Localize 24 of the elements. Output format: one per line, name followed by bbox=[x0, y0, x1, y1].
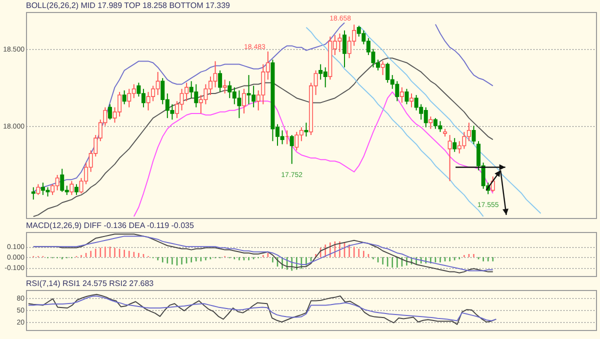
candlestick bbox=[304, 122, 308, 138]
candlestick bbox=[222, 79, 227, 94]
candlestick bbox=[400, 86, 404, 104]
candlestick bbox=[404, 88, 409, 105]
candlestick bbox=[70, 180, 74, 196]
candlestick bbox=[31, 186, 36, 200]
candlestick bbox=[36, 184, 40, 196]
candlestick bbox=[290, 134, 294, 164]
candlestick bbox=[342, 30, 347, 68]
candlestick bbox=[472, 125, 476, 145]
candlestick bbox=[74, 184, 78, 196]
chart-title: MACD(12,26,9) DIFF -0.136 DEA -0.119 -0.035 bbox=[26, 221, 194, 230]
candlestick bbox=[448, 134, 452, 182]
chart-title: BOLL(26,26,2) MID 17.989 TOP 18.258 BOTTOM 17.339 bbox=[26, 1, 231, 10]
candlestick bbox=[428, 116, 433, 130]
candlestick bbox=[242, 88, 246, 114]
candlestick bbox=[452, 138, 457, 152]
candlestick bbox=[410, 92, 414, 108]
chart-title: RSI(7,14) RSI1 24.575 RSI2 27.683 bbox=[26, 279, 154, 288]
candlestick bbox=[218, 70, 222, 92]
candlestick bbox=[122, 90, 126, 105]
line-series bbox=[358, 25, 542, 214]
candlestick bbox=[108, 104, 112, 120]
candlestick bbox=[380, 60, 385, 76]
